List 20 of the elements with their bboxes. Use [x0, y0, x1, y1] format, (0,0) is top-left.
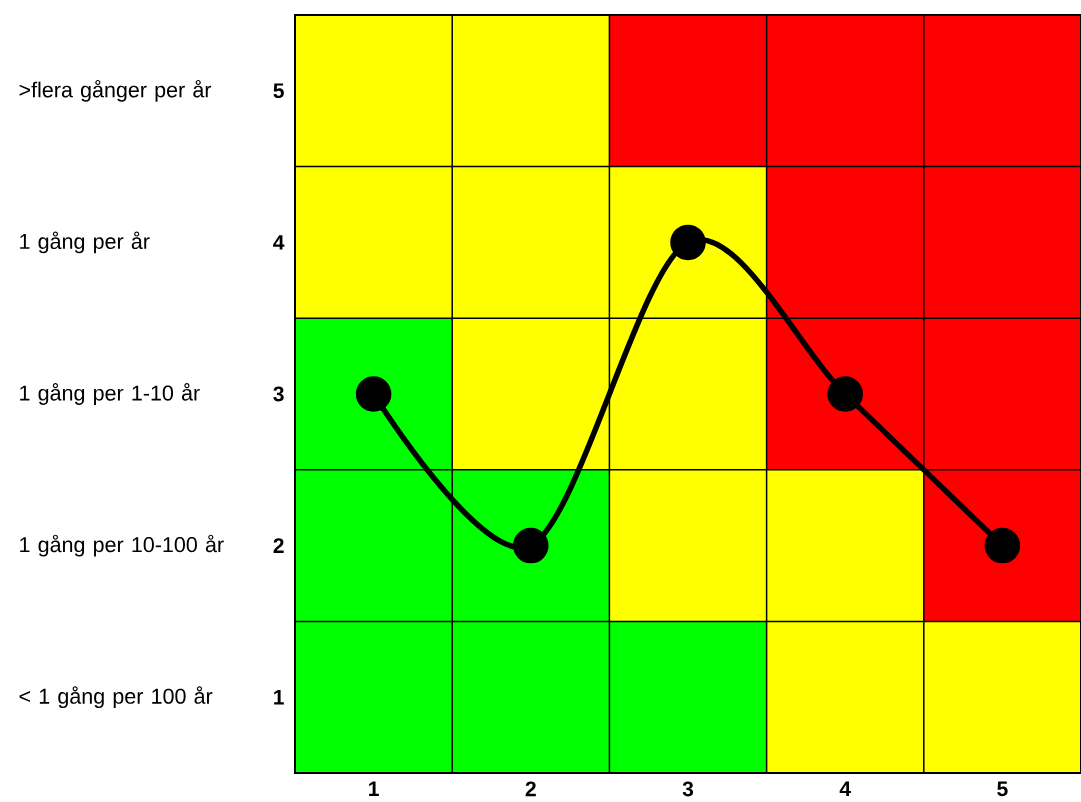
point [355, 376, 392, 412]
point [827, 376, 863, 412]
y-tick-label: 3 [273, 386, 284, 402]
x-tick-label: 5 [997, 781, 1008, 797]
category-label: 1 gång per år [20, 231, 150, 254]
point [984, 527, 1021, 564]
x-tick-label: 4 [839, 781, 851, 796]
y-tick-label: 5 [273, 83, 284, 99]
category-label: < 1 gång per 100 år [19, 686, 213, 709]
y-tick-label: 2 [273, 538, 284, 553]
y-tick-label: 4 [273, 235, 285, 250]
x-tick-label: 2 [525, 781, 536, 797]
point [513, 527, 549, 564]
x-tick-label: 3 [682, 781, 694, 797]
x-tick-label: 1 [369, 781, 379, 796]
category-label: 1 gång per 1-10 år [20, 383, 200, 405]
y-tick-label: 1 [274, 689, 284, 705]
point [670, 224, 706, 261]
category-label: >flera gånger per år [19, 79, 212, 102]
category-label: 1 gång per 10-100 år [20, 534, 224, 557]
